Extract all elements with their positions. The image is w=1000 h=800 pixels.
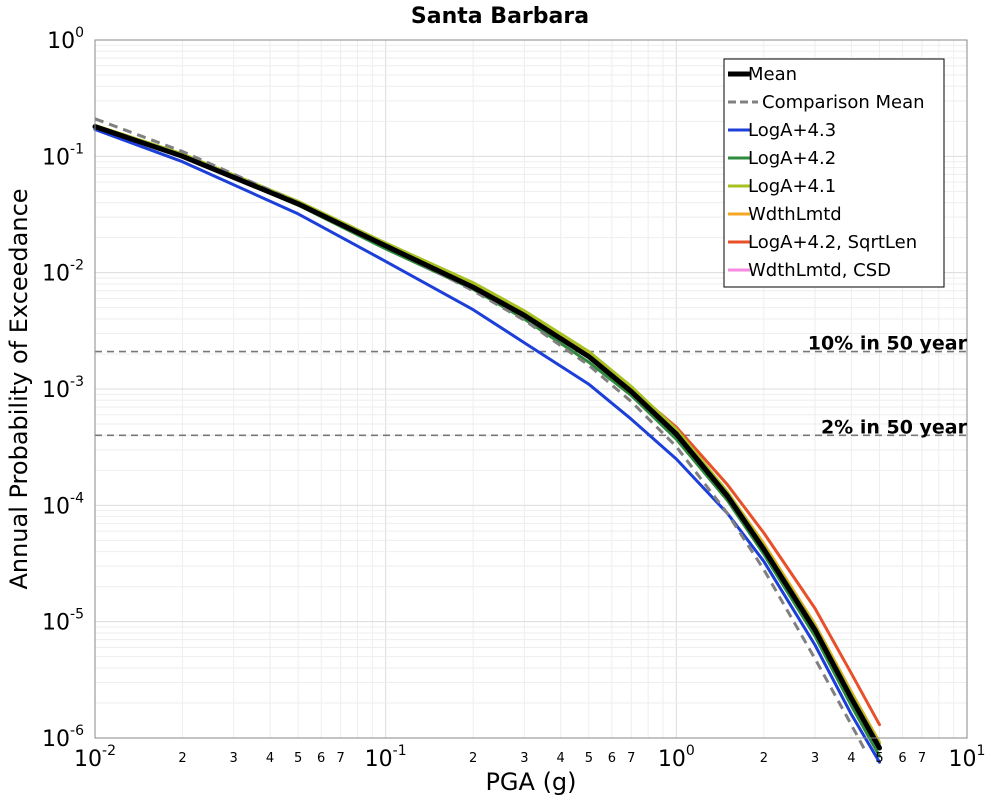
legend-entry-label: LogA+4.1 bbox=[748, 176, 836, 197]
legend-box bbox=[723, 58, 945, 288]
annotations: 10% in 50 year 2% in 50 year bbox=[808, 333, 968, 439]
legend-entry-label: WdthLmtd bbox=[748, 204, 842, 225]
legend-entry-label: LogA+4.3 bbox=[748, 120, 836, 141]
x-minor-tick-label: 4 bbox=[266, 751, 274, 766]
x-tick-label: 101 bbox=[949, 743, 986, 772]
y-tick-label: 10-5 bbox=[42, 607, 84, 636]
y-tick-label: 10-6 bbox=[42, 723, 84, 752]
x-minor-tick-label: 6 bbox=[317, 751, 325, 766]
reference-lines bbox=[95, 350, 967, 437]
x-tick-label: 10-1 bbox=[365, 743, 407, 772]
y-tick-label: 100 bbox=[47, 25, 84, 54]
grid-lines bbox=[94, 40, 967, 739]
legend-entry-label: WdthLmtd, CSD bbox=[748, 260, 891, 281]
x-minor-tick-label: 2 bbox=[178, 751, 186, 766]
x-minor-tick-label: 3 bbox=[230, 751, 238, 766]
chart-title: Santa Barbara bbox=[411, 4, 589, 29]
x-minor-tick-label: 5 bbox=[875, 751, 883, 766]
x-minor-tick-label: 2 bbox=[469, 751, 477, 766]
series-line bbox=[92, 124, 882, 751]
series-lines bbox=[92, 117, 882, 764]
y-axis-ticks: 100 10-1 10-2 10-3 10-4 10-5 10-6 bbox=[42, 25, 84, 752]
y-axis-label: Annual Probability of Exceedance bbox=[5, 188, 33, 589]
x-minor-tick-label: 7 bbox=[627, 751, 635, 766]
x-minor-tick-label: 6 bbox=[608, 751, 616, 766]
annotation-label: 2% in 50 year bbox=[821, 416, 968, 438]
x-tick-label: 100 bbox=[658, 743, 695, 772]
x-minor-tick-label: 2 bbox=[760, 751, 768, 766]
x-minor-tick-label: 4 bbox=[557, 751, 565, 766]
x-minor-tick-label: 3 bbox=[811, 751, 819, 766]
y-tick-label: 10-3 bbox=[42, 374, 84, 403]
x-minor-tick-label: 5 bbox=[294, 751, 302, 766]
x-minor-tick-label: 7 bbox=[918, 751, 926, 766]
legend-entry-label: Mean bbox=[748, 64, 797, 85]
x-minor-tick-label: 7 bbox=[337, 751, 345, 766]
y-tick-label: 10-1 bbox=[42, 141, 84, 170]
x-minor-tick-label: 3 bbox=[520, 751, 528, 766]
plot-frame bbox=[94, 39, 968, 739]
y-tick-label: 10-4 bbox=[42, 490, 84, 519]
x-axis-label: PGA (g) bbox=[485, 768, 576, 796]
x-minor-tick-label: 5 bbox=[585, 751, 593, 766]
annotation-label: 10% in 50 year bbox=[808, 333, 968, 355]
legend-entry-label: LogA+4.2, SqrtLen bbox=[748, 232, 917, 253]
series-line bbox=[93, 128, 881, 764]
x-tick-label: 10-2 bbox=[74, 743, 116, 772]
x-minor-tick-label: 6 bbox=[898, 751, 906, 766]
legend-entry-label: Comparison Mean bbox=[762, 92, 925, 113]
x-minor-tick-label: 4 bbox=[847, 751, 855, 766]
legend-entry-label: LogA+4.2 bbox=[748, 148, 836, 169]
legend: Mean Comparison Mean LogA+4.3 LogA+4.2 LogA+… bbox=[723, 58, 945, 288]
y-tick-label: 10-2 bbox=[42, 258, 84, 287]
